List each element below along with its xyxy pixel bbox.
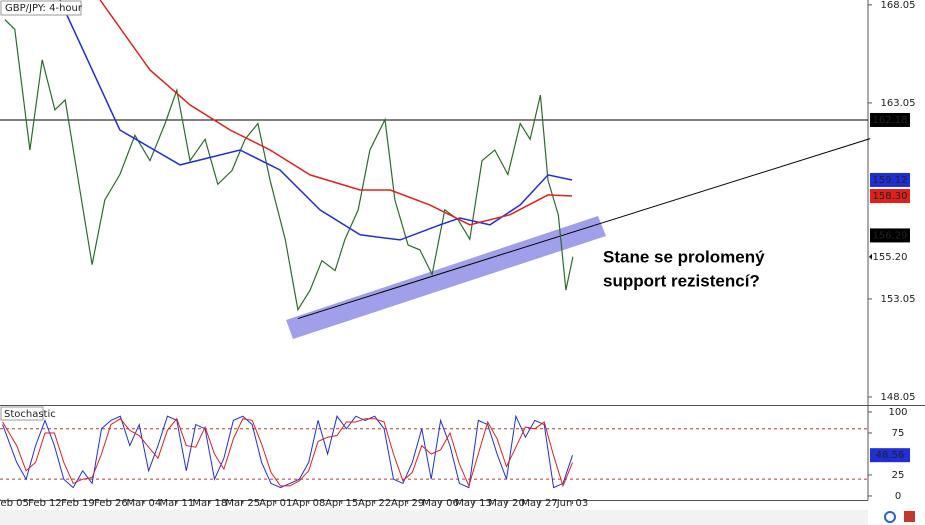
price-badge-label: 162.18 xyxy=(873,115,908,126)
stoch-title: Stochastic xyxy=(4,409,56,420)
y-tick-label: 0 xyxy=(895,491,901,502)
title-box xyxy=(0,0,82,16)
x-tick-label: Apr 15 xyxy=(325,498,358,509)
trend-line xyxy=(297,138,871,320)
y-tick-label: 168.05 xyxy=(881,0,916,11)
x-tick-label: Feb 05 xyxy=(0,498,29,509)
annotation: support rezistencí? xyxy=(603,271,760,290)
x-tick-label: Feb 19 xyxy=(61,498,95,509)
main-panel: 168.05 163.05 153.05 148.05 162.18 159.12 158.… xyxy=(0,0,916,403)
x-tick-label: Feb 12 xyxy=(28,498,62,509)
price-badge xyxy=(870,172,910,187)
price-badge xyxy=(870,189,910,204)
stoch-title-box xyxy=(0,406,44,421)
price-badge xyxy=(870,112,910,127)
y-tick-label: 25 xyxy=(892,470,905,481)
x-tick-label: May 27 xyxy=(521,498,558,509)
price-badge-label: 156.29 xyxy=(873,230,908,241)
series-line xyxy=(4,19,574,312)
annotation: Stane se prolomený xyxy=(603,247,765,266)
x-tick-label: Feb 26 xyxy=(94,498,128,509)
stochastic-panel: 0 25 75 100 48.56 xyxy=(0,407,910,502)
x-tick-label: May 13 xyxy=(455,498,492,509)
x-tick-label: Jun 03 xyxy=(556,498,589,509)
x-tick-label: May 20 xyxy=(488,498,525,509)
series-line xyxy=(59,0,573,241)
value-badge xyxy=(870,448,910,463)
price-badge-label: 158.30 xyxy=(873,191,908,202)
y-tick-label: 148.05 xyxy=(881,392,916,403)
value-badge-label: 48.56 xyxy=(876,450,905,461)
x-tick-label: May 06 xyxy=(422,498,459,509)
price-badge xyxy=(870,228,910,243)
series-line xyxy=(99,0,573,226)
price-badge-label: 155.20 xyxy=(873,252,908,263)
x-tick-label: Apr 22 xyxy=(358,498,391,509)
x-tick-label: Mar 11 xyxy=(159,498,194,509)
x-tick-label: Mar 18 xyxy=(192,498,227,509)
series-line xyxy=(2,414,573,489)
x-tick-label: Mar 04 xyxy=(126,498,161,509)
x-tick-label: Mar 25 xyxy=(225,498,260,509)
scroll-bar[interactable] xyxy=(0,510,868,525)
sync-icon[interactable] xyxy=(884,511,896,523)
y-tick-label: 163.05 xyxy=(881,98,916,109)
y-tick-label: 75 xyxy=(892,428,905,439)
y-tick-label: 153.05 xyxy=(881,294,916,305)
price-badge-label: 159.12 xyxy=(873,175,908,186)
x-tick-label: Apr 08 xyxy=(292,498,325,509)
chart-title: GBP/JPY: 4-hour xyxy=(5,3,83,14)
close-icon[interactable] xyxy=(904,511,915,522)
series-line xyxy=(2,417,573,488)
price-arrow xyxy=(869,253,872,260)
y-tick-label: 100 xyxy=(888,407,907,418)
x-tick-label: Apr 01 xyxy=(259,498,292,509)
x-tick-label: Apr 29 xyxy=(391,498,424,509)
